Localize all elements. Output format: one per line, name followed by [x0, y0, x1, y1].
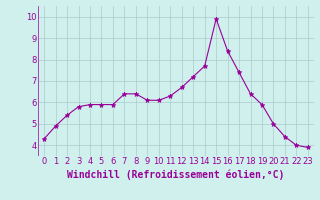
- X-axis label: Windchill (Refroidissement éolien,°C): Windchill (Refroidissement éolien,°C): [67, 169, 285, 180]
